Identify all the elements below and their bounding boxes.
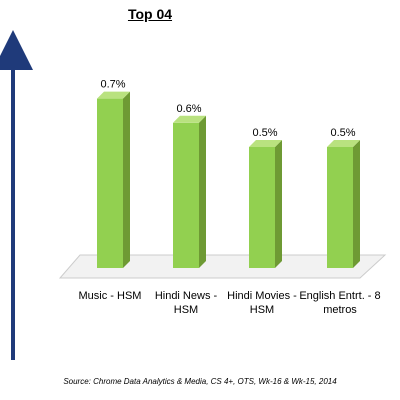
bar-top: [173, 115, 206, 123]
source-note: Source: Chrome Data Analytics & Media, C…: [63, 377, 337, 386]
bar-top: [249, 140, 282, 147]
data-label: 0.6%: [176, 103, 201, 115]
data-label: 0.5%: [252, 127, 277, 139]
bar-side: [199, 115, 206, 268]
bar-top: [327, 140, 360, 147]
bar-series: 0.7% 0.6% 0.5% 0.5%: [97, 79, 360, 268]
bar-front: [249, 147, 275, 268]
bar-side: [275, 140, 282, 268]
bar-top: [97, 91, 130, 99]
category-label: Music - HSM: [78, 290, 142, 302]
data-label: 0.7%: [100, 79, 125, 91]
bar-side: [123, 91, 130, 268]
bar-front: [327, 147, 353, 268]
category-label: Hindi News - HSM: [154, 290, 218, 316]
data-label: 0.5%: [330, 127, 355, 139]
category-label: English Entrt. - 8 metros: [299, 290, 381, 316]
chart-title: Top 04: [127, 6, 173, 22]
bar-front: [173, 122, 199, 268]
bar-side: [353, 140, 360, 268]
category-label: Hindi Movies - HSM: [227, 290, 297, 316]
chart-floor: [58, 254, 387, 279]
bar-front: [97, 98, 123, 268]
